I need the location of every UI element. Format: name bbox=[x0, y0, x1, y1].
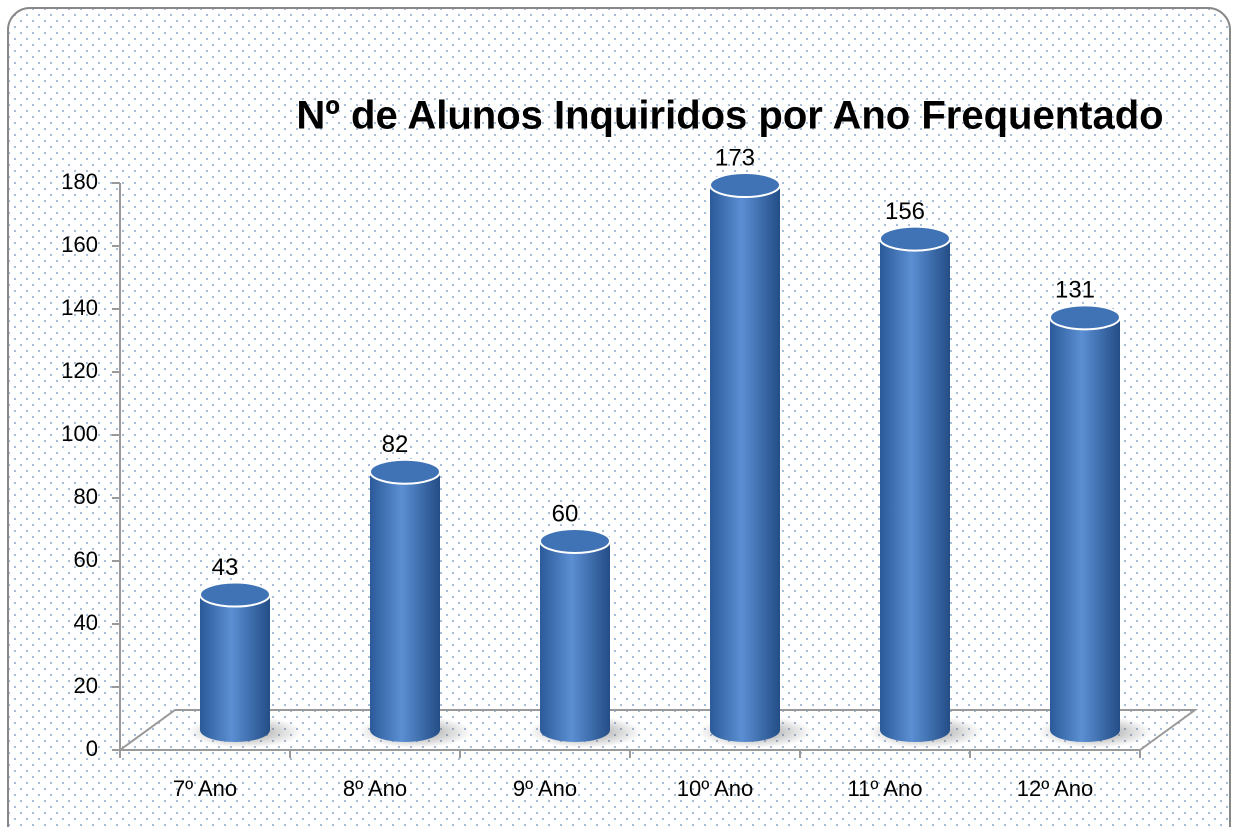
bar-top bbox=[879, 225, 951, 252]
x-tick-label: 8º Ano bbox=[343, 776, 407, 801]
x-tick-label: 12º Ano bbox=[1017, 776, 1094, 801]
y-tick-label: 40 bbox=[74, 610, 98, 635]
data-label: 156 bbox=[885, 198, 925, 225]
x-tick-label: 11º Ano bbox=[848, 776, 923, 801]
bar bbox=[710, 185, 780, 743]
bar bbox=[1050, 317, 1120, 742]
x-tick-label: 9º Ano bbox=[513, 776, 577, 801]
data-label: 43 bbox=[212, 554, 239, 581]
y-tick-label: 80 bbox=[74, 484, 98, 509]
bar bbox=[200, 594, 270, 742]
y-tick-label: 0 bbox=[86, 736, 98, 761]
bar-top bbox=[709, 172, 781, 199]
bar-top bbox=[369, 458, 441, 485]
chart-title: Nº de Alunos Inquiridos por Ano Frequent… bbox=[296, 94, 1163, 138]
y-tick-label: 120 bbox=[61, 358, 98, 383]
data-label: 173 bbox=[715, 144, 755, 171]
y-tick-label: 180 bbox=[61, 169, 98, 194]
y-tick-label: 60 bbox=[74, 547, 98, 572]
y-tick-label: 140 bbox=[61, 295, 98, 320]
bar-top bbox=[539, 528, 611, 554]
x-tick-label: 10º Ano bbox=[677, 776, 754, 801]
y-tick-label: 160 bbox=[61, 232, 98, 257]
data-label: 131 bbox=[1055, 277, 1095, 304]
bar bbox=[880, 238, 950, 742]
y-tick-label: 100 bbox=[61, 421, 98, 446]
y-tick-label: 20 bbox=[74, 673, 98, 698]
bar-top bbox=[1049, 304, 1121, 331]
data-label: 60 bbox=[552, 500, 579, 527]
x-tick-label: 7º Ano bbox=[173, 776, 237, 801]
bar bbox=[540, 541, 610, 742]
bar-top bbox=[199, 581, 271, 608]
bar bbox=[370, 471, 440, 742]
data-label: 82 bbox=[382, 431, 409, 458]
